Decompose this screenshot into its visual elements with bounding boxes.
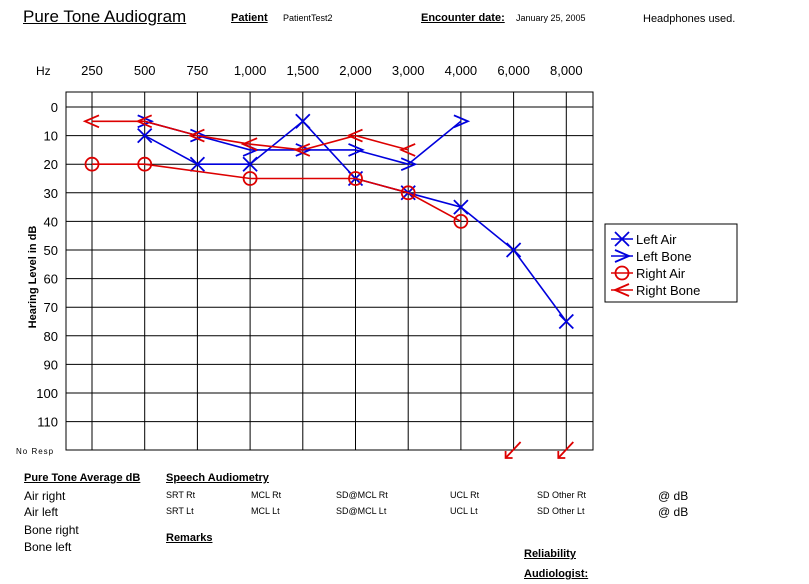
y-tick-label: 100 — [36, 386, 58, 401]
at-db-rt: @ dB — [658, 489, 689, 503]
y-tick-label: 110 — [37, 415, 58, 430]
data-point — [346, 128, 363, 143]
data-point — [400, 185, 416, 201]
ucl-rt: UCL Rt — [450, 490, 480, 500]
legend-marker — [614, 231, 630, 247]
x-tick-label: 8,000 — [550, 63, 583, 78]
headphones-note: Headphones used. — [643, 13, 736, 25]
data-point — [558, 313, 574, 330]
x-unit-label: Hz — [36, 64, 51, 78]
y-tick-label: 80 — [44, 329, 58, 344]
audiogram-chart: 250 500 750 1,000 1,500 2,000 3,000 4,000 6,000 8… — [16, 63, 738, 459]
data-point — [242, 156, 258, 172]
no-response-label: No Resp — [16, 447, 54, 456]
chart-legend: Left Air Left Bone Right Air Right Bone — [604, 223, 738, 303]
chart-grid — [65, 91, 594, 451]
ucl-lt: UCL Lt — [450, 506, 478, 516]
patient-label: Patient — [231, 12, 268, 24]
y-tick-label: 70 — [44, 300, 58, 315]
data-point — [400, 157, 418, 172]
data-point — [137, 114, 154, 129]
encounter-date-value: January 25, 2005 — [516, 13, 586, 23]
mcl-rt: MCL Rt — [251, 490, 282, 500]
data-point — [348, 143, 365, 157]
pta-bone-left: Bone left — [24, 540, 72, 554]
sd-mcl-lt: SD@MCL Lt — [336, 506, 387, 516]
data-point — [453, 114, 471, 129]
y-tick-labels: 0 10 20 30 40 50 60 70 80 90 100 110 — [36, 100, 58, 430]
legend-label: Left Bone — [636, 249, 692, 264]
legend-label: Right Bone — [636, 283, 700, 298]
patient-value: PatientTest2 — [283, 13, 333, 23]
legend-label: Left Air — [636, 232, 677, 247]
pta-air-left: Air left — [24, 505, 59, 519]
pta-air-right: Air right — [24, 489, 66, 503]
reliability-label: Reliability — [524, 548, 576, 560]
x-tick-label: 1,000 — [234, 63, 267, 78]
encounter-date-label: Encounter date: — [421, 12, 505, 24]
data-point — [348, 171, 363, 186]
data-point — [293, 143, 311, 157]
data-point — [135, 114, 153, 129]
series-line — [92, 120, 409, 151]
speech-heading: Speech Audiometry — [166, 472, 269, 484]
data-point — [137, 156, 153, 172]
sd-other-lt: SD Other Lt — [537, 506, 585, 516]
legend-marker — [612, 283, 630, 297]
srt-rt: SRT Rt — [166, 490, 196, 500]
pta-bone-right: Bone right — [24, 523, 79, 537]
plot-frame — [65, 91, 594, 451]
data-point — [242, 171, 258, 186]
x-tick-label: 500 — [134, 63, 156, 78]
y-tick-label: 20 — [44, 157, 58, 172]
data-point — [82, 114, 100, 129]
data-point — [240, 137, 258, 152]
data-point — [190, 128, 207, 143]
no-response-arrow — [557, 441, 574, 459]
legend-box — [604, 223, 738, 303]
data-point — [188, 128, 205, 143]
data-point — [189, 156, 206, 172]
pta-heading: Pure Tone Average dB — [24, 472, 141, 484]
data-point — [505, 242, 522, 258]
data-point — [137, 127, 153, 144]
y-tick-label: 0 — [51, 100, 58, 115]
y-axis-label: Hearing Level in dB — [27, 226, 39, 329]
data-point — [295, 113, 311, 129]
x-tick-label: 3,000 — [392, 63, 425, 78]
data-point — [453, 199, 469, 215]
y-tick-label: 50 — [44, 243, 58, 258]
mcl-lt: MCL Lt — [251, 506, 280, 516]
audiologist-label: Audiologist: — [524, 568, 589, 580]
legend-marker — [614, 265, 630, 281]
y-tick-label: 10 — [44, 129, 58, 144]
at-db-lt: @ dB — [658, 505, 689, 519]
y-tick-label: 40 — [44, 214, 58, 229]
page-title: Pure Tone Audiogram — [23, 7, 187, 26]
data-point — [453, 213, 469, 229]
remarks-label: Remarks — [166, 532, 213, 544]
legend-label: Right Air — [636, 266, 686, 281]
y-tick-label: 90 — [44, 357, 58, 372]
x-tick-label: 2,000 — [339, 63, 372, 78]
series-line — [92, 163, 462, 223]
x-tick-label: 750 — [187, 63, 209, 78]
x-tick-label: 6,000 — [497, 63, 530, 78]
x-tick-label: 250 — [81, 63, 103, 78]
x-tick-label: 1,500 — [287, 63, 320, 78]
sd-mcl-rt: SD@MCL Rt — [336, 490, 388, 500]
x-tick-labels: 250 500 750 1,000 1,500 2,000 3,000 4,000 6,000 8… — [81, 63, 582, 78]
data-point — [84, 156, 100, 172]
y-tick-label: 30 — [44, 186, 58, 201]
sd-other-rt: SD Other Rt — [537, 490, 587, 500]
legend-marker — [614, 249, 632, 263]
data-point — [295, 143, 313, 157]
no-response-arrow — [504, 441, 522, 459]
x-tick-label: 4,000 — [445, 63, 478, 78]
chart-series — [82, 113, 574, 459]
srt-lt: SRT Lt — [166, 506, 194, 516]
data-point — [398, 143, 416, 157]
y-tick-label: 60 — [44, 272, 58, 287]
